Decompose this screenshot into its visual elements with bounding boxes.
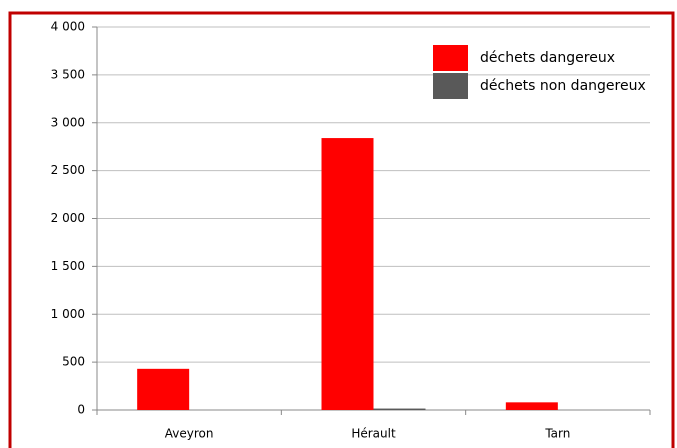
y-tick-label: 2 500 <box>51 163 85 177</box>
bar <box>373 408 426 410</box>
x-tick-label: Aveyron <box>165 427 214 441</box>
legend-swatch <box>433 45 468 71</box>
y-tick-label: 3 500 <box>51 67 85 81</box>
chart-border <box>8 11 675 448</box>
legend-label: déchets dangereux <box>480 50 615 66</box>
y-tick-label: 2 000 <box>51 211 85 225</box>
y-tick-label: 4 000 <box>51 20 85 34</box>
x-tick-label: Tarn <box>544 427 570 441</box>
bar <box>137 368 190 410</box>
y-tick-label: 1 000 <box>51 307 85 321</box>
y-tick-label: 1 500 <box>51 259 85 273</box>
legend-label: déchets non dangereux <box>480 78 646 94</box>
y-tick-label: 3 000 <box>51 115 85 129</box>
bar <box>321 138 374 410</box>
legend-swatch <box>433 73 468 99</box>
x-tick-label: Hérault <box>351 427 396 441</box>
bar <box>505 402 558 410</box>
y-tick-label: 0 <box>77 403 85 417</box>
y-tick-label: 500 <box>62 355 85 369</box>
